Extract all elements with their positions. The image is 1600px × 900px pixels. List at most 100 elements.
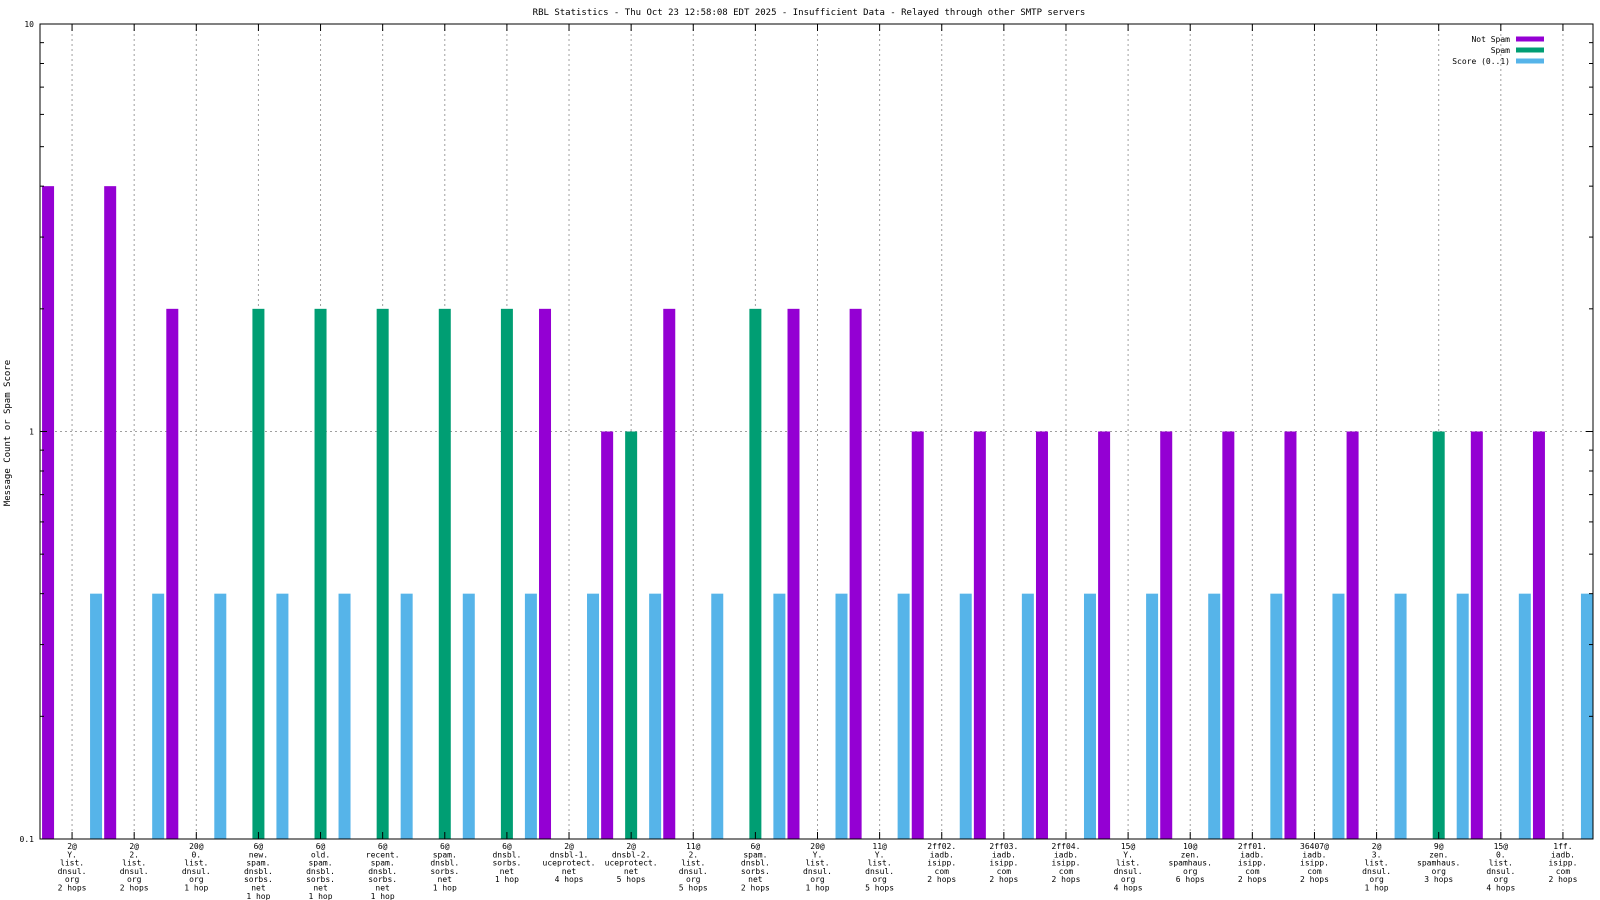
x-tick-label-line: 1 hop — [184, 884, 208, 893]
bar-score-0-1 — [773, 593, 786, 839]
x-tick-label: 9@ zen. spamhaus. org 3 hops — [1417, 842, 1460, 884]
x-tick-label: 6@ spam. dnsbl. sorbs. net 2 hops — [741, 842, 770, 893]
x-tick-label-line: dnsbl. — [368, 867, 397, 876]
x-tick-label-line: list. — [122, 859, 146, 868]
x-tick-label-line: dnsbl. — [492, 850, 521, 859]
bar-score-0-1 — [1580, 593, 1593, 839]
x-tick-label-line: list. — [1489, 859, 1513, 868]
x-tick-label-line: org — [1183, 867, 1198, 876]
legend-label: Not Spam — [1471, 35, 1510, 44]
x-tick-label-line: iadb. — [1240, 850, 1264, 859]
x-tick-label-line: dnsul. — [803, 867, 832, 876]
legend-swatch — [1516, 36, 1544, 42]
x-tick-label-line: 1ff. — [1553, 842, 1572, 851]
x-tick-label-line: org — [1369, 875, 1384, 884]
x-tick-label-line: list. — [1365, 859, 1389, 868]
bar-score-0-1 — [1394, 593, 1407, 839]
x-tick-label-line: iadb. — [1302, 850, 1326, 859]
legend-label: Score (0..1) — [1452, 57, 1510, 66]
x-tick-label-line: com — [1245, 867, 1260, 876]
x-tick-label-line: 1 hop — [805, 884, 829, 893]
bars — [42, 186, 1593, 840]
x-tick-label-line: dnsul. — [120, 867, 149, 876]
x-tick-label-line: Y. — [875, 850, 885, 859]
x-tick-label-line: spam. — [246, 859, 270, 868]
x-tick-label-line: 10@ — [1183, 842, 1198, 851]
x-tick-label-line: 1 hop — [1365, 884, 1389, 893]
x-tick-label-line: sorbs. — [492, 859, 521, 868]
x-tick-label-line: 2. — [129, 850, 139, 859]
bar-spam — [438, 308, 451, 839]
bar-score-0-1 — [338, 593, 351, 839]
y-tick-label: 10 — [24, 20, 34, 29]
bar-score-0-1 — [959, 593, 972, 839]
x-tick-label: 2@ 2. list. dnsul. org 2 hops — [120, 842, 149, 893]
x-tick-label-line: net — [562, 867, 577, 876]
x-tick-label-line: list. — [681, 859, 705, 868]
x-tick-label-line: list. — [1116, 859, 1140, 868]
x-tick-label-line: sorbs. — [244, 875, 273, 884]
x-tick-label-line: sorbs. — [368, 875, 397, 884]
x-tick-label-line: uceprotect. — [605, 859, 658, 868]
bar-not-spam — [601, 431, 614, 839]
x-tick-label-line: 1 hop — [246, 892, 270, 900]
x-tick-label: 36407@ iadb. isipp. com 2 hops — [1300, 842, 1329, 884]
bar-not-spam — [1470, 431, 1483, 839]
bar-score-0-1 — [711, 593, 724, 839]
x-tick-label-line: dnsbl-2. — [612, 850, 651, 859]
x-tick-label-line: com — [935, 867, 950, 876]
x-tick-label-line: old. — [311, 850, 330, 859]
x-tick-label-line: 2@ — [129, 842, 139, 851]
x-tick-label-line: dnsul. — [865, 867, 894, 876]
x-tick-label-line: 2 hops — [58, 884, 87, 893]
bar-not-spam — [1222, 431, 1235, 839]
y-axis-ticks: 0.1 1 10 — [20, 20, 1593, 844]
x-tick-label-line: isipp. — [1052, 859, 1081, 868]
x-tick-label-line: net — [624, 867, 639, 876]
bar-score-0-1 — [1456, 593, 1469, 839]
x-tick-label-line: net — [313, 884, 328, 893]
bar-not-spam — [1160, 431, 1173, 839]
bar-not-spam — [1284, 431, 1297, 839]
x-tick-label-line: 6@ — [502, 842, 512, 851]
bar-score-0-1 — [1021, 593, 1034, 839]
bar-score-0-1 — [90, 593, 103, 839]
bar-score-0-1 — [1146, 593, 1159, 839]
bar-score-0-1 — [524, 593, 537, 839]
x-tick-label-line: dnsul. — [58, 867, 87, 876]
x-tick-label-line: isipp. — [1238, 859, 1267, 868]
x-tick-label-line: net — [500, 867, 515, 876]
x-tick-label-line: list. — [60, 859, 84, 868]
x-tick-label: 2ff01. iadb. isipp. com 2 hops — [1238, 842, 1267, 884]
x-tick-label-line: 36407@ — [1300, 842, 1329, 851]
x-tick-label-line: 2@ — [1372, 842, 1382, 851]
x-tick-label-line: org — [65, 875, 80, 884]
x-tick-label-line: list. — [805, 859, 829, 868]
x-tick-label-line: 20@ — [810, 842, 825, 851]
bar-not-spam — [1346, 431, 1359, 839]
x-tick-label-line: isipp. — [1300, 859, 1329, 868]
x-tick-label-line: 6@ — [440, 842, 450, 851]
x-tick-label-line: uceprotect. — [543, 859, 596, 868]
x-tick-label-line: 15@ — [1494, 842, 1509, 851]
bar-score-0-1 — [276, 593, 289, 839]
x-tick-label-line: org — [189, 875, 204, 884]
x-tick-label-line: dnsul. — [1486, 867, 1515, 876]
x-tick-label-line: iadb. — [930, 850, 954, 859]
bar-score-0-1 — [1083, 593, 1096, 839]
bar-not-spam — [787, 308, 800, 839]
x-tick-label-line: 0. — [1496, 850, 1506, 859]
x-tick-label-line: 2@ — [626, 842, 636, 851]
x-tick-label-line: 15@ — [1121, 842, 1136, 851]
x-tick-label-line: 6@ — [378, 842, 388, 851]
x-tick-label: 2ff03. iadb. isipp. com 2 hops — [989, 842, 1018, 884]
x-tick-label-line: org — [1494, 875, 1509, 884]
legend-swatch — [1516, 47, 1544, 53]
x-tick-label: 6@ old. spam. dnsbl. sorbs. net 1 hop — [306, 842, 335, 900]
x-tick-label-line: 2 hops — [989, 875, 1018, 884]
x-tick-label-line: com — [1307, 867, 1322, 876]
x-tick-label: 15@ Y. list. dnsul. org 4 hops — [1114, 842, 1143, 893]
bar-not-spam — [1098, 431, 1111, 839]
bar-score-0-1 — [649, 593, 662, 839]
x-tick-label-line: org — [686, 875, 701, 884]
